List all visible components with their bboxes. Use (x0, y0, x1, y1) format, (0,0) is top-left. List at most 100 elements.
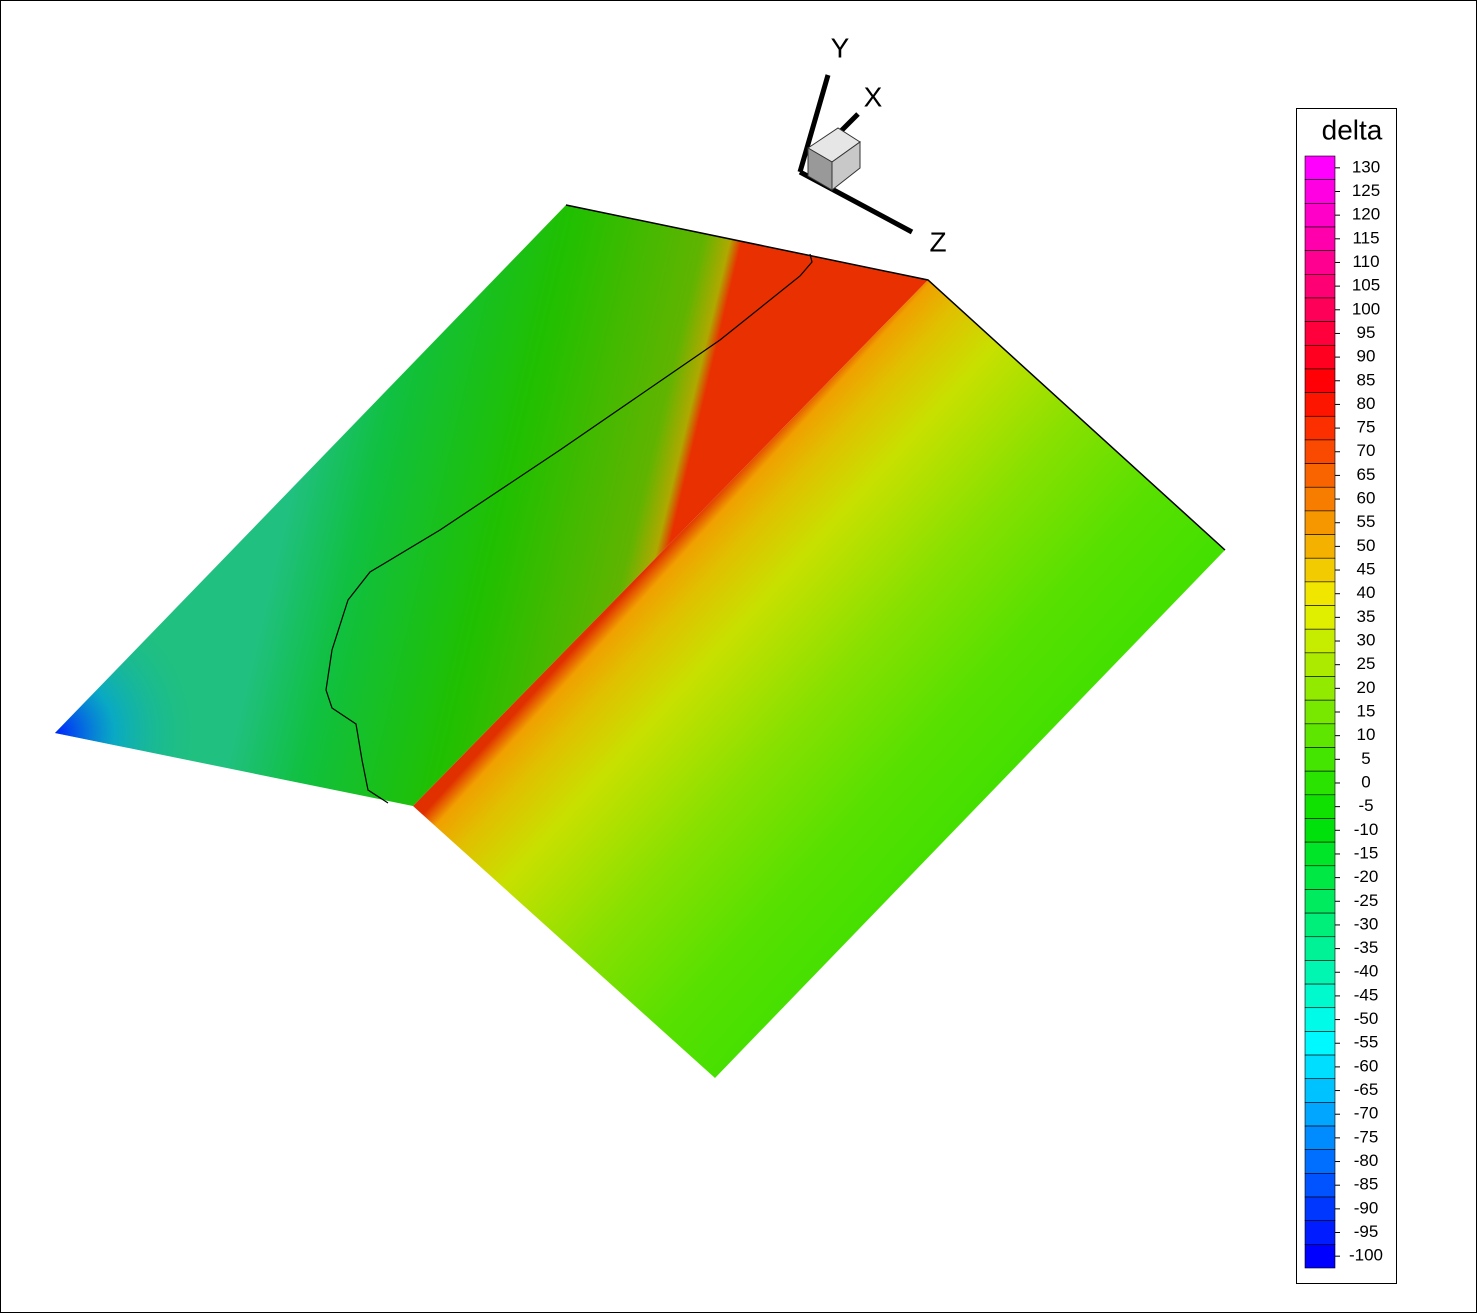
colorbar-band (1304, 747, 1336, 772)
colorbar-band (1304, 770, 1336, 796)
colorbar-label: 40 (1357, 583, 1376, 602)
colorbar-label: -80 (1354, 1151, 1379, 1170)
colorbar-label: -20 (1354, 867, 1379, 886)
colorbar-label: 0 (1361, 772, 1370, 791)
contour-line (325, 253, 813, 804)
colorbar-band (1304, 392, 1336, 417)
colorbar-label: 80 (1357, 394, 1376, 413)
colorbar-label: -65 (1354, 1080, 1379, 1099)
colorbar-band (1304, 321, 1336, 346)
colorbar-label: -90 (1354, 1198, 1379, 1217)
colorbar-label: -100 (1349, 1246, 1383, 1265)
axis-triad: X Y Z (797, 32, 947, 257)
colorbar-label: 105 (1352, 276, 1380, 295)
colorbar-band (1304, 1220, 1336, 1245)
colorbar-band (1304, 534, 1336, 559)
surface-right (413, 280, 1225, 1078)
colorbar-label: -55 (1354, 1033, 1379, 1052)
colorbar-band (1304, 676, 1336, 701)
colorbar-band (1304, 1054, 1336, 1080)
colorbar-band (1304, 203, 1336, 228)
colorbar-label: -95 (1354, 1222, 1379, 1241)
colorbar-label: -50 (1354, 1009, 1379, 1028)
axis-label: Z (929, 226, 946, 257)
colorbar-band (1304, 1149, 1336, 1174)
colorbar-band (1304, 1031, 1336, 1056)
colorbar-label: 30 (1357, 631, 1376, 650)
colorbar-label: 90 (1357, 347, 1376, 366)
colorbar-label: -30 (1354, 914, 1379, 933)
colorbar-band (1304, 439, 1336, 464)
colorbar-label: -60 (1354, 1056, 1379, 1075)
colorbar-label: -85 (1354, 1175, 1379, 1194)
colorbar-band (1304, 794, 1336, 819)
colorbar-band (1304, 1125, 1336, 1151)
colorbar-label: -35 (1354, 938, 1379, 957)
colorbar-band (1304, 912, 1336, 938)
colorbar-label: -25 (1354, 891, 1379, 910)
colorbar-band (1304, 652, 1336, 677)
colorbar-label: 25 (1357, 654, 1376, 673)
colorbar-band (1304, 1196, 1336, 1221)
colorbar-band (1304, 865, 1336, 890)
colorbar-band (1304, 818, 1336, 843)
axis-y (797, 74, 831, 173)
colorbar-band (1304, 936, 1336, 961)
colorbar-band (1304, 273, 1336, 299)
colorbar-label: 70 (1357, 441, 1376, 460)
colorbar-band (1304, 179, 1336, 204)
colorbar-label: -5 (1358, 796, 1373, 815)
axis-label: Y (831, 32, 850, 63)
colorbar-label: 20 (1357, 678, 1376, 697)
colorbar-band (1304, 155, 1336, 180)
colorbar-label: 45 (1357, 560, 1376, 579)
colorbar-label: 130 (1352, 157, 1380, 176)
colorbar-band (1304, 889, 1336, 914)
colorbar-band (1304, 628, 1336, 654)
colorbar-label: -10 (1354, 820, 1379, 839)
colorbar-band (1304, 605, 1336, 630)
colorbar-label: 120 (1352, 205, 1380, 224)
colorbar-label: 115 (1352, 228, 1379, 247)
colorbar-label: 10 (1357, 725, 1376, 744)
colorbar-band (1304, 250, 1336, 275)
colorbar-label: 15 (1357, 701, 1376, 720)
colorbar-band (1304, 699, 1336, 725)
colorbar-label: 95 (1357, 323, 1376, 342)
colorbar-label: -15 (1354, 843, 1379, 862)
colorbar-band (1304, 1102, 1336, 1127)
colorbar-band (1304, 510, 1336, 535)
colorbar-label: -45 (1354, 985, 1379, 1004)
colorbar-label: 55 (1357, 512, 1376, 531)
colorbar-label: 50 (1357, 536, 1376, 555)
colorbar-band (1304, 463, 1336, 488)
colorbar-label: 65 (1357, 465, 1376, 484)
colorbar-band (1304, 841, 1336, 867)
axis-label: X (864, 81, 883, 112)
colorbar-label: 110 (1352, 252, 1379, 271)
colorbar-band (1304, 1078, 1336, 1103)
colorbar-band (1304, 226, 1336, 251)
colorbar-band (1304, 960, 1336, 985)
edge (565, 204, 1226, 551)
colorbar-label: 5 (1361, 749, 1370, 768)
colorbar-title: delta (1322, 114, 1383, 145)
colorbar-label: -40 (1354, 962, 1379, 981)
colorbar-band (1304, 415, 1336, 441)
surface-tip (55, 205, 928, 806)
cube-side (831, 141, 861, 192)
colorbar-band (1304, 723, 1336, 748)
colorbar-label: 60 (1357, 489, 1376, 508)
colorbar-band (1304, 1244, 1336, 1269)
colorbar-label: 35 (1357, 607, 1376, 626)
colorbar-label: 125 (1352, 181, 1380, 200)
colorbar-label: -70 (1354, 1104, 1379, 1123)
colorbar-label: -75 (1354, 1127, 1379, 1146)
colorbar-band (1304, 368, 1336, 393)
colorbar-label: 75 (1357, 418, 1376, 437)
colorbar-label: 100 (1352, 299, 1380, 318)
axis-x (838, 112, 860, 134)
colorbar-band (1304, 1173, 1336, 1198)
colorbar-band (1304, 1007, 1336, 1032)
